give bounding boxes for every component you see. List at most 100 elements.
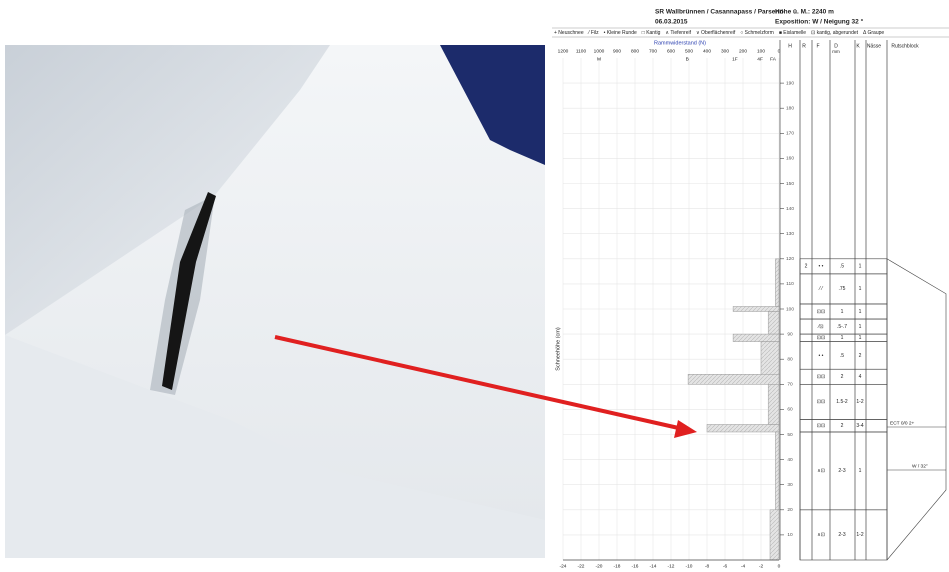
layer-grain-size: 2-3 <box>838 468 845 474</box>
layer-hardness: 1 <box>859 335 862 341</box>
layer-grain: ⁄⊡ <box>816 324 823 330</box>
layer-r: 2 <box>805 264 808 270</box>
layer-grain: ∧⊡ <box>817 468 825 474</box>
temperature-tick-label: -20 <box>596 563 603 569</box>
hand-hardness-label: 1F <box>732 56 738 62</box>
legend-entry: • Kleine Runde <box>604 30 637 36</box>
layer-grain-size: .5 <box>840 264 844 270</box>
x-tick-label: 1200 <box>558 48 569 54</box>
layer-grain-size: 1.5-2 <box>836 399 848 405</box>
rutschblock-slope: W / 32° <box>912 463 928 469</box>
y-tick-label: 120 <box>786 256 794 262</box>
title: SR Wallbrünnen / Casannapass / Parsenn <box>655 9 783 16</box>
exposition: Exposition: W / Neigung 32 ° <box>775 18 864 26</box>
layer-hardness: 1 <box>859 468 862 474</box>
resistance-bar <box>707 424 779 432</box>
y-tick-label: 30 <box>787 482 793 488</box>
layer-grain: ⊡⊡ <box>817 309 825 315</box>
temperature-tick-label: -14 <box>650 563 657 569</box>
page: SR Wallbrünnen / Casannapass / Parsenn06… <box>0 0 949 572</box>
y-tick-label: 170 <box>786 131 794 137</box>
d-unit: mm <box>832 49 840 54</box>
layer-grain-size: .5 <box>840 353 844 359</box>
hand-hardness-label: FA <box>770 56 777 62</box>
x-axis-title: Rammwiderstand (N) <box>654 40 706 46</box>
layer-grain: ⊡⊡ <box>817 335 825 341</box>
y-tick-label: 150 <box>786 181 794 187</box>
temperature-tick-label: -12 <box>668 563 675 569</box>
legend-entry: ∧ Tiefenreif <box>665 30 691 36</box>
column-header: H <box>788 43 792 49</box>
photo <box>5 45 545 558</box>
layer-grain-size: .5-.7 <box>837 324 847 330</box>
layer-hardness: 1 <box>859 309 862 315</box>
temperature-tick-label: 0 <box>778 563 781 569</box>
y-tick-label: 190 <box>786 80 794 86</box>
layer-grain-size: 1 <box>841 335 844 341</box>
x-tick-label: 300 <box>721 48 729 54</box>
layer-hardness: 3-4 <box>856 423 863 429</box>
y-tick-label: 160 <box>786 156 794 162</box>
temperature-tick-label: -10 <box>686 563 693 569</box>
resistance-bar <box>770 510 779 560</box>
column-header: R <box>802 43 806 49</box>
layer-row <box>800 304 887 319</box>
layer-grain-size: 2-3 <box>838 532 845 538</box>
layer-grain-size: 2 <box>841 423 844 429</box>
resistance-bar <box>733 334 779 342</box>
layer-row <box>800 334 887 342</box>
y-tick-label: 130 <box>786 231 794 237</box>
layer-grain: • • <box>819 264 824 270</box>
layer-grain-size: 1 <box>841 309 844 315</box>
resistance-bar <box>775 432 779 510</box>
layer-hardness: 1 <box>859 324 862 330</box>
rutschblock-outline <box>887 259 946 560</box>
y-tick-label: 60 <box>787 407 793 413</box>
legend-entry: + Neuschnee <box>554 30 584 36</box>
y-tick-label: 80 <box>787 356 793 362</box>
temperature-tick-label: -22 <box>578 563 585 569</box>
layer-grain: ⊡⊡ <box>817 423 825 429</box>
legend-entry: ⁄ Filz <box>587 30 600 36</box>
column-header: Rutschblock <box>891 43 919 49</box>
resistance-bar <box>688 374 779 384</box>
temperature-tick-label: -18 <box>614 563 621 569</box>
layer-hardness: 1-2 <box>856 399 863 405</box>
resistance-bar <box>768 312 779 335</box>
layer-grain: • • <box>819 353 824 359</box>
layer-grain: ⊡⊡ <box>817 399 825 405</box>
screenshot: SR Wallbrünnen / Casannapass / Parsenn06… <box>0 0 949 572</box>
date: 06.03.2015 <box>655 19 688 26</box>
resistance-bar <box>768 384 779 424</box>
x-tick-label: 500 <box>685 48 693 54</box>
layer-grain: ∧⊡ <box>817 532 825 538</box>
resistance-bar <box>733 306 779 311</box>
layer-hardness: 2 <box>859 353 862 359</box>
layer-hardness: 4 <box>859 374 862 380</box>
temperature-tick-label: -6 <box>723 563 728 569</box>
y-tick-label: 50 <box>787 432 793 438</box>
layer-hardness: 1-2 <box>856 532 863 538</box>
arrow-head <box>674 420 697 438</box>
column-header: Nässe <box>867 43 881 49</box>
legend-entry: Δ Graupe <box>863 30 884 36</box>
layer-grain-size: 2 <box>841 374 844 380</box>
resistance-bar <box>761 342 779 375</box>
y-tick-label: 110 <box>786 281 794 287</box>
y-tick-label: 40 <box>787 457 793 463</box>
y-tick-label: 100 <box>786 306 794 312</box>
y-tick-label: 180 <box>786 105 794 111</box>
snow-profile: SR Wallbrünnen / Casannapass / Parsenn06… <box>552 9 949 570</box>
temperature-tick-label: -4 <box>741 563 746 569</box>
x-tick-label: 100 <box>757 48 765 54</box>
y-tick-label: 20 <box>787 507 793 513</box>
hand-hardness-label: 4F <box>757 56 763 62</box>
layer-row <box>800 369 887 384</box>
x-tick-label: 400 <box>703 48 711 54</box>
layer-grain: ⊡⊡ <box>817 374 825 380</box>
altitude: Höhe ü. M.: 2240 m <box>775 9 834 16</box>
y-tick-label: 90 <box>787 331 793 337</box>
temperature-tick-label: -24 <box>560 563 567 569</box>
x-tick-label: 800 <box>631 48 639 54</box>
temperature-tick-label: -2 <box>759 563 764 569</box>
